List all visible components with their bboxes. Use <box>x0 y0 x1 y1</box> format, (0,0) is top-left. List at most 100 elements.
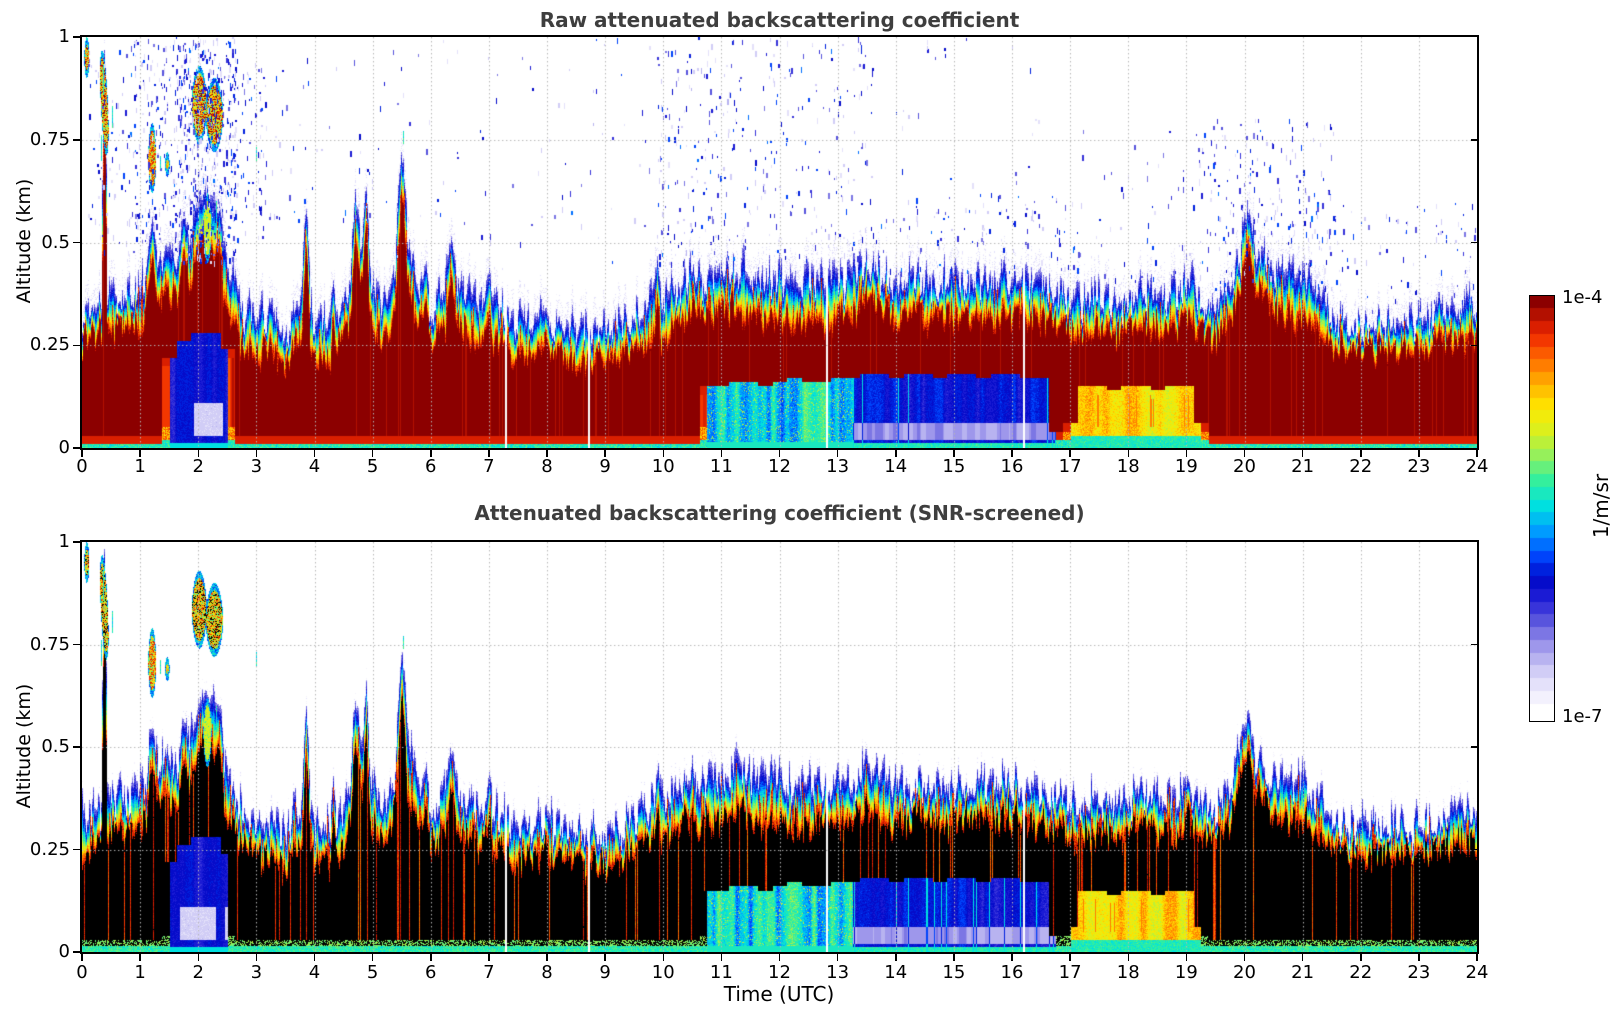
x-tick-label: 0 <box>76 456 88 477</box>
x-tick-label: 22 <box>1349 456 1373 477</box>
x-tick-label: 23 <box>1407 962 1431 983</box>
x-tick-label: 1 <box>134 456 146 477</box>
x-tick-label: 4 <box>308 456 321 477</box>
x-tick-label: 16 <box>1000 962 1024 983</box>
y-tick-label: 0.25 <box>29 838 70 860</box>
y-right-tick-mark <box>1471 241 1477 244</box>
x-tick-label: 3 <box>250 962 263 983</box>
x-tick-mark <box>662 954 664 961</box>
x-tick-label: 16 <box>1000 456 1024 477</box>
x-tick-label: 17 <box>1058 962 1082 983</box>
x-tick-label: 15 <box>942 456 966 477</box>
x-tick-mark <box>1185 450 1188 457</box>
x-tick-label: 10 <box>651 962 675 983</box>
x-tick-mark <box>1301 450 1304 457</box>
y-right-tick-mark <box>1471 643 1477 646</box>
x-tick-mark <box>139 954 141 961</box>
x-tick-label: 9 <box>599 962 611 983</box>
colorbar <box>1528 294 1555 722</box>
x-tick-mark <box>81 954 83 961</box>
panel-title-screened: Attenuated backscattering coefficient (S… <box>474 501 1085 525</box>
x-tick-mark <box>1418 954 1420 961</box>
x-tick-label: 7 <box>483 456 495 477</box>
y-right-tick-mark <box>1471 139 1477 141</box>
y-tick-mark <box>73 447 80 449</box>
y-right-tick-mark <box>1471 746 1477 748</box>
x-tick-label: 11 <box>709 456 733 477</box>
x-tick-mark <box>546 450 548 457</box>
x-tick-label: 6 <box>425 962 437 983</box>
y-tick-label: 0.25 <box>29 334 70 356</box>
y-right-tick-mark <box>1471 344 1477 346</box>
heatmap-canvas-raw <box>82 37 1477 448</box>
x-tick-mark <box>1360 954 1362 961</box>
x-tick-mark <box>895 954 897 961</box>
x-tick-mark <box>1243 954 1246 961</box>
x-tick-mark <box>836 450 839 457</box>
x-tick-mark <box>313 450 316 457</box>
x-tick-mark <box>255 954 258 961</box>
x-tick-label: 12 <box>768 962 791 983</box>
x-tick-mark <box>371 450 374 457</box>
x-tick-label: 1 <box>134 962 146 983</box>
x-tick-label: 15 <box>942 962 966 983</box>
x-tick-mark <box>604 450 606 457</box>
y-tick-label: 1 <box>58 26 70 47</box>
x-tick-mark <box>488 954 490 961</box>
x-tick-label: 8 <box>541 962 553 983</box>
x-tick-mark <box>197 450 199 457</box>
x-tick-mark <box>895 450 897 457</box>
x-tick-label: 22 <box>1349 962 1373 983</box>
x-tick-mark <box>488 450 490 457</box>
x-tick-mark <box>1069 450 1071 457</box>
x-tick-mark <box>778 450 781 457</box>
x-tick-label: 5 <box>366 456 379 477</box>
x-tick-mark <box>1069 954 1071 961</box>
x-tick-label: 19 <box>1174 456 1198 477</box>
x-tick-mark <box>720 954 723 961</box>
x-tick-label: 0 <box>76 962 88 983</box>
x-tick-mark <box>1243 450 1246 457</box>
x-tick-label: 2 <box>192 962 204 983</box>
x-tick-label: 13 <box>826 962 850 983</box>
x-tick-mark <box>1011 450 1013 457</box>
x-tick-mark <box>836 954 839 961</box>
colorbar-min-label: 1e-7 <box>1562 706 1603 727</box>
y-tick-label: 0.5 <box>41 736 70 757</box>
x-tick-mark <box>778 954 781 961</box>
y-tick-mark <box>73 36 80 38</box>
y-tick-label: 0.75 <box>29 128 70 150</box>
y-tick-mark <box>73 951 80 953</box>
x-tick-label: 5 <box>366 962 379 983</box>
x-tick-mark <box>371 954 374 961</box>
x-tick-mark <box>1418 450 1420 457</box>
x-tick-label: 23 <box>1407 456 1431 477</box>
x-tick-label: 21 <box>1291 456 1315 477</box>
x-tick-label: 12 <box>768 456 791 477</box>
x-tick-label: 13 <box>826 456 850 477</box>
panel-title-raw: Raw attenuated backscattering coefficien… <box>539 8 1020 32</box>
y-tick-mark <box>73 139 80 141</box>
x-tick-mark <box>720 450 723 457</box>
x-tick-mark <box>1476 450 1478 457</box>
x-tick-label: 24 <box>1465 962 1489 983</box>
heatmap-panel-screened <box>80 540 1479 954</box>
y-tick-mark <box>73 643 80 646</box>
x-tick-mark <box>1476 954 1478 961</box>
y-tick-mark <box>73 241 80 244</box>
x-tick-mark <box>953 954 955 961</box>
y-tick-label: 0.75 <box>29 633 70 655</box>
x-tick-label: 21 <box>1291 962 1315 983</box>
heatmap-panel-raw <box>80 35 1479 450</box>
y-tick-label: 0 <box>58 437 70 458</box>
x-tick-label: 14 <box>884 962 908 983</box>
x-tick-mark <box>139 450 141 457</box>
x-tick-label: 7 <box>483 962 495 983</box>
x-tick-mark <box>1011 954 1013 961</box>
x-tick-label: 4 <box>308 962 321 983</box>
x-tick-label: 11 <box>709 962 733 983</box>
y-tick-mark <box>73 541 80 543</box>
x-tick-label: 20 <box>1233 456 1256 477</box>
x-tick-mark <box>430 450 432 457</box>
